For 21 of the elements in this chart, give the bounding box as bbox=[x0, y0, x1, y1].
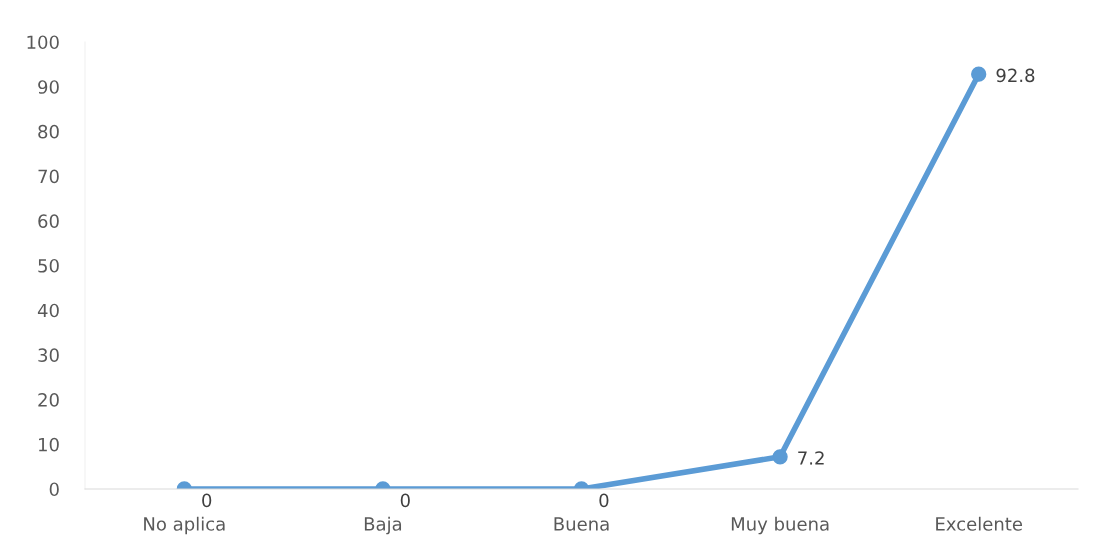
y-tick-label: 90 bbox=[38, 80, 59, 94]
y-tick-label: 10 bbox=[39, 437, 59, 452]
y-tick-label: 50 bbox=[38, 258, 59, 273]
y-tick-label: 0 bbox=[49, 482, 59, 497]
y-tick-label: 100 bbox=[27, 35, 59, 50]
x-tick-label: Excelente bbox=[936, 516, 1023, 531]
data-label: 92.8 bbox=[996, 68, 1035, 83]
x-tick-label: Muy buena bbox=[731, 516, 829, 535]
x-tick-label: Buena bbox=[554, 517, 609, 531]
data-label: 0 bbox=[202, 493, 212, 508]
y-tick-label: 70 bbox=[38, 169, 59, 184]
data-label: 0 bbox=[400, 493, 410, 508]
y-tick-label: 20 bbox=[38, 393, 59, 407]
data-label: 7.2 bbox=[798, 451, 824, 465]
y-tick-label: 40 bbox=[37, 303, 59, 318]
y-tick-label: 80 bbox=[38, 124, 59, 139]
x-tick-label: Baja bbox=[364, 516, 402, 535]
y-tick-label: 30 bbox=[38, 348, 59, 363]
x-tick-label: No aplica bbox=[144, 516, 225, 535]
y-tick-label: 60 bbox=[38, 214, 59, 228]
data-label: 0 bbox=[599, 493, 609, 508]
